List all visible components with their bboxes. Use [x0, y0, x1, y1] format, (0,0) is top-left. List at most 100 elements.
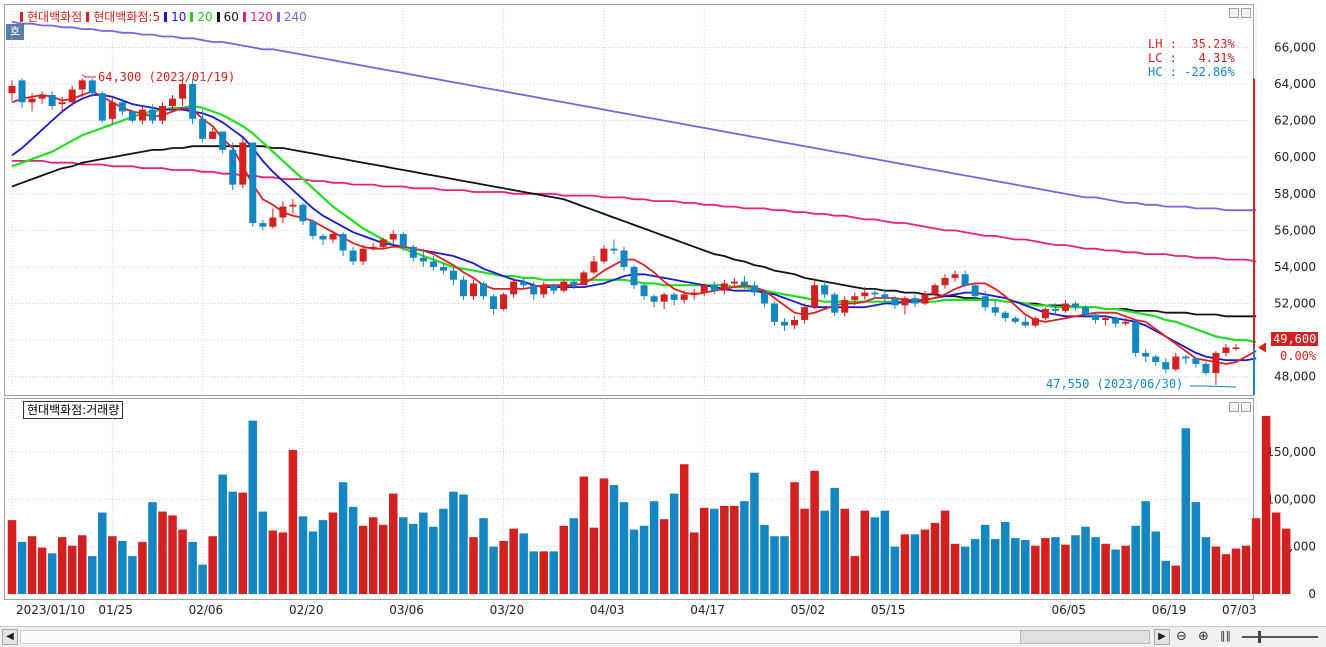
candle-body	[1222, 347, 1230, 353]
candle-body	[259, 223, 267, 227]
volume-bar	[1061, 544, 1070, 594]
volume-bar	[248, 420, 258, 594]
candle-body	[8, 85, 16, 94]
volume-bar	[1171, 565, 1181, 594]
candle-body	[1001, 312, 1009, 319]
volume-bar	[649, 501, 659, 594]
volume-bar	[980, 524, 990, 594]
candle-body	[781, 321, 789, 326]
volume-legend[interactable]: 현대백화점:거래량	[23, 401, 124, 419]
panel-maximize-button[interactable]	[1241, 8, 1251, 18]
legend-ma60[interactable]: 60	[223, 9, 239, 24]
candle-body	[389, 234, 397, 240]
volume-bar	[429, 526, 438, 594]
legend-ma240[interactable]: 240	[283, 9, 307, 24]
volume-bar	[1151, 531, 1161, 594]
volume-bar	[258, 511, 268, 594]
scroll-thumb[interactable]	[1020, 630, 1150, 644]
candle-body	[1232, 347, 1240, 349]
volume-bar	[37, 547, 47, 594]
candle-body	[239, 142, 247, 185]
candle-body	[48, 95, 56, 106]
candle-body	[720, 283, 728, 291]
legend-ma5[interactable]: 현대백화점:5	[93, 10, 161, 24]
candle-body	[560, 281, 568, 291]
candle-body	[1102, 318, 1110, 320]
candle-body	[1212, 352, 1220, 374]
legend-stock[interactable]: 현대백화점	[27, 10, 83, 24]
legend-ma120[interactable]: 120	[249, 9, 273, 24]
volume-maximize-button[interactable]	[1241, 402, 1251, 412]
volume-bar	[960, 546, 970, 594]
candle-body	[118, 102, 126, 112]
bottom-scrollbar[interactable]: ◀ ▶ ⊖ ⊕ ‖‖	[0, 626, 1326, 647]
candle-body	[861, 292, 869, 297]
candle-body	[871, 292, 879, 295]
zoom-slider-handle[interactable]	[1258, 631, 1261, 643]
candle-body	[1192, 358, 1200, 364]
volume-bar	[1261, 415, 1271, 594]
candle-body	[158, 105, 167, 121]
corner-toggle-button[interactable]: 호	[6, 24, 24, 40]
candle-body	[1081, 307, 1090, 315]
volume-bar	[1221, 554, 1231, 594]
ma240-line	[11, 20, 1257, 212]
volume-bar	[87, 556, 97, 594]
volume-bar	[860, 510, 870, 594]
ma120-line	[12, 159, 1257, 263]
candle-body	[339, 234, 347, 251]
candle-body	[179, 84, 187, 99]
candle-body	[851, 296, 859, 300]
candle-body	[369, 246, 377, 249]
volume-bar	[198, 564, 207, 594]
scroll-track[interactable]	[20, 630, 1150, 644]
volume-bar	[108, 536, 117, 594]
zoom-out-icon[interactable]: ⊖	[1176, 629, 1187, 644]
ma5-line	[11, 90, 1257, 365]
candle-body	[700, 285, 708, 293]
y-tick-label: 56,000	[1274, 223, 1316, 237]
volume-bar	[409, 523, 418, 594]
candle-body	[590, 261, 598, 273]
high-annotation: 64,300 (2023/01/19)	[98, 70, 236, 84]
candle-body	[1182, 356, 1190, 359]
volume-bar	[439, 508, 448, 594]
candle-body	[229, 149, 237, 185]
volume-bar	[629, 529, 639, 594]
candle-body	[530, 285, 538, 295]
volume-bar	[850, 556, 860, 594]
bar-width-icon[interactable]: ‖‖	[1220, 629, 1231, 642]
volume-bar	[399, 517, 408, 594]
volume-minimize-button[interactable]	[1229, 402, 1239, 412]
candle-body	[1132, 321, 1140, 353]
volume-bar	[1000, 522, 1010, 594]
panel-minimize-button[interactable]	[1229, 8, 1239, 18]
candle-body	[78, 80, 86, 90]
volume-bar	[1131, 525, 1140, 594]
candle-body	[309, 221, 317, 236]
scroll-right-button[interactable]: ▶	[1154, 629, 1170, 645]
volume-bar	[7, 520, 17, 594]
candle-body	[128, 111, 136, 121]
volume-bar	[699, 507, 709, 594]
current-price-tag: 49,600	[1271, 332, 1319, 346]
y-tick-label: 62,000	[1274, 114, 1316, 128]
candle-body	[630, 266, 638, 286]
volume-bar	[67, 545, 77, 594]
volume-bar	[559, 525, 569, 594]
volume-bar	[800, 508, 809, 594]
volume-bar	[1231, 548, 1241, 594]
candle-body	[540, 285, 548, 295]
candle-body	[169, 98, 177, 106]
y-tick-label: 52,000	[1274, 297, 1316, 311]
legend-ma20[interactable]: 20	[197, 9, 213, 24]
candle-body	[419, 257, 427, 262]
volume-bar	[148, 502, 157, 594]
zoom-slider[interactable]	[1242, 636, 1318, 638]
legend-ma10[interactable]: 10	[171, 9, 187, 24]
scroll-left-button[interactable]: ◀	[2, 629, 18, 645]
zoom-in-icon[interactable]: ⊕	[1198, 629, 1209, 644]
candle-body	[1202, 363, 1210, 374]
candle-body	[409, 246, 417, 258]
volume-bar	[830, 487, 839, 594]
